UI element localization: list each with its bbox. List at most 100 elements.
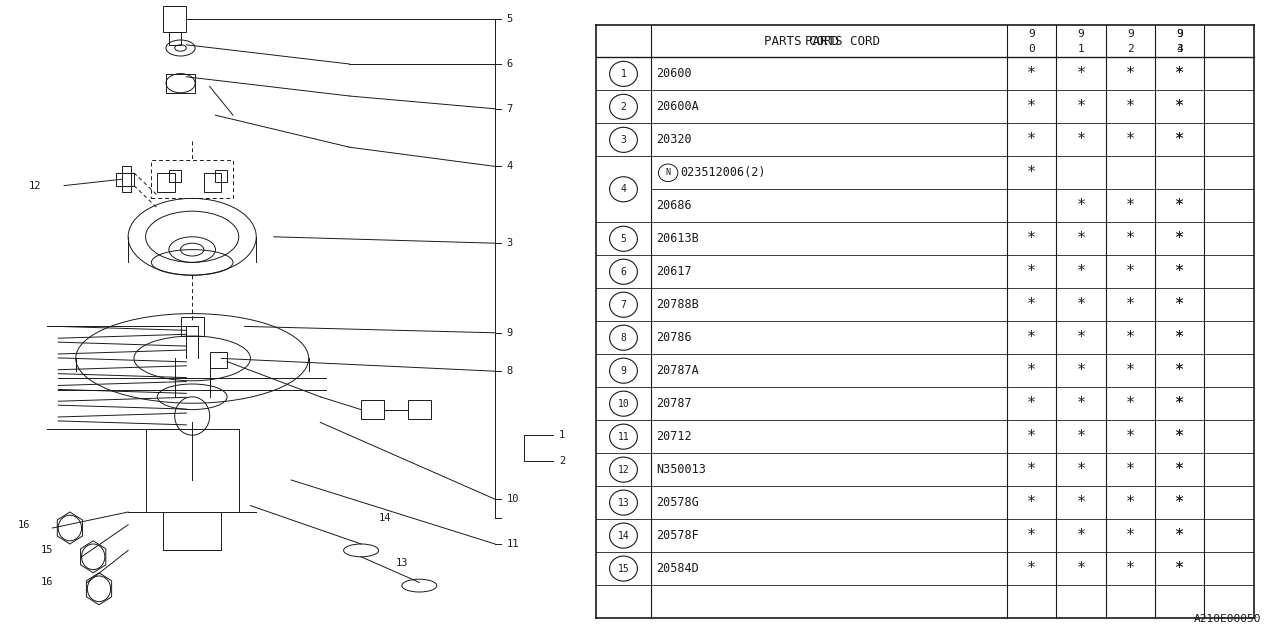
- Bar: [116, 173, 134, 186]
- Text: *: *: [1175, 297, 1184, 312]
- Text: 12: 12: [618, 465, 630, 475]
- Text: 6: 6: [507, 59, 513, 69]
- Text: *: *: [1125, 561, 1135, 576]
- Text: 1: 1: [559, 430, 566, 440]
- Bar: [157, 173, 174, 192]
- Bar: [407, 400, 431, 419]
- Text: 0: 0: [1028, 44, 1036, 54]
- Text: *: *: [1027, 231, 1037, 246]
- Text: 16: 16: [18, 520, 29, 530]
- Text: 20686: 20686: [657, 199, 692, 212]
- Text: *: *: [1175, 561, 1184, 576]
- Text: 16: 16: [41, 577, 54, 588]
- Text: 9: 9: [1176, 29, 1183, 39]
- Text: *: *: [1027, 396, 1037, 411]
- Text: 20600: 20600: [657, 67, 692, 81]
- Text: 20786: 20786: [657, 332, 692, 344]
- Text: *: *: [1076, 363, 1085, 378]
- Text: *: *: [1125, 231, 1135, 246]
- Text: *: *: [1175, 528, 1184, 543]
- Text: *: *: [1175, 132, 1184, 147]
- Text: *: *: [1125, 132, 1135, 147]
- Text: *: *: [1175, 396, 1184, 411]
- Text: *: *: [1076, 495, 1085, 510]
- Bar: [215, 170, 227, 182]
- Text: *: *: [1027, 462, 1037, 477]
- Text: 3: 3: [1176, 44, 1183, 54]
- Text: *: *: [1175, 99, 1184, 115]
- Text: 023512006(2): 023512006(2): [680, 166, 765, 179]
- Text: *: *: [1175, 396, 1184, 411]
- Text: PARTS CORD: PARTS CORD: [805, 35, 881, 48]
- Text: *: *: [1027, 67, 1037, 81]
- Text: *: *: [1027, 495, 1037, 510]
- Text: *: *: [1125, 363, 1135, 378]
- Text: *: *: [1175, 198, 1184, 213]
- Text: *: *: [1175, 363, 1184, 378]
- Text: *: *: [1027, 429, 1037, 444]
- Bar: [163, 6, 187, 32]
- Text: 2: 2: [621, 102, 626, 112]
- Text: *: *: [1027, 363, 1037, 378]
- Text: *: *: [1076, 198, 1085, 213]
- Text: *: *: [1175, 330, 1184, 345]
- Text: *: *: [1076, 330, 1085, 345]
- Text: *: *: [1175, 429, 1184, 444]
- Text: *: *: [1175, 264, 1184, 279]
- Text: 8: 8: [507, 366, 513, 376]
- Text: *: *: [1175, 264, 1184, 279]
- Text: A210E00050: A210E00050: [1193, 614, 1261, 624]
- Text: 20787: 20787: [657, 397, 692, 410]
- Text: 4: 4: [621, 184, 626, 195]
- Text: 2: 2: [1126, 44, 1134, 54]
- Text: *: *: [1175, 561, 1184, 576]
- Text: 13: 13: [396, 558, 408, 568]
- Bar: [123, 166, 131, 192]
- Text: *: *: [1175, 67, 1184, 81]
- Text: 20320: 20320: [657, 133, 692, 147]
- Text: *: *: [1076, 396, 1085, 411]
- Text: *: *: [1125, 99, 1135, 115]
- Text: 14: 14: [618, 531, 630, 541]
- Text: N: N: [666, 168, 671, 177]
- Bar: [166, 74, 195, 93]
- Text: *: *: [1175, 297, 1184, 312]
- Text: *: *: [1027, 264, 1037, 279]
- Text: 20613B: 20613B: [657, 232, 699, 245]
- Text: *: *: [1076, 231, 1085, 246]
- Text: 11: 11: [618, 431, 630, 442]
- Text: *: *: [1125, 330, 1135, 345]
- Text: 14: 14: [379, 513, 392, 524]
- Bar: [210, 352, 227, 368]
- Text: 13: 13: [618, 498, 630, 508]
- Text: *: *: [1175, 495, 1184, 510]
- Text: 12: 12: [29, 180, 42, 191]
- Text: *: *: [1027, 528, 1037, 543]
- Text: 11: 11: [507, 539, 520, 549]
- Text: *: *: [1076, 429, 1085, 444]
- Text: 9: 9: [621, 365, 626, 376]
- Text: 20600A: 20600A: [657, 100, 699, 113]
- Text: *: *: [1125, 396, 1135, 411]
- Text: *: *: [1175, 99, 1184, 115]
- Text: *: *: [1175, 462, 1184, 477]
- Text: N350013: N350013: [657, 463, 707, 476]
- Text: 15: 15: [41, 545, 54, 556]
- Text: 9: 9: [1078, 29, 1084, 39]
- Text: *: *: [1125, 297, 1135, 312]
- Text: *: *: [1175, 132, 1184, 147]
- Text: 10: 10: [507, 494, 520, 504]
- Text: *: *: [1125, 429, 1135, 444]
- Text: 5: 5: [507, 14, 513, 24]
- Text: *: *: [1125, 67, 1135, 81]
- Text: *: *: [1175, 330, 1184, 345]
- Text: 20578F: 20578F: [657, 529, 699, 542]
- Text: 5: 5: [621, 234, 626, 244]
- Text: *: *: [1076, 462, 1085, 477]
- Bar: [169, 32, 180, 45]
- Text: 4: 4: [507, 161, 513, 172]
- Text: *: *: [1175, 231, 1184, 246]
- Text: 15: 15: [618, 564, 630, 573]
- Text: 20787A: 20787A: [657, 364, 699, 377]
- Text: *: *: [1175, 429, 1184, 444]
